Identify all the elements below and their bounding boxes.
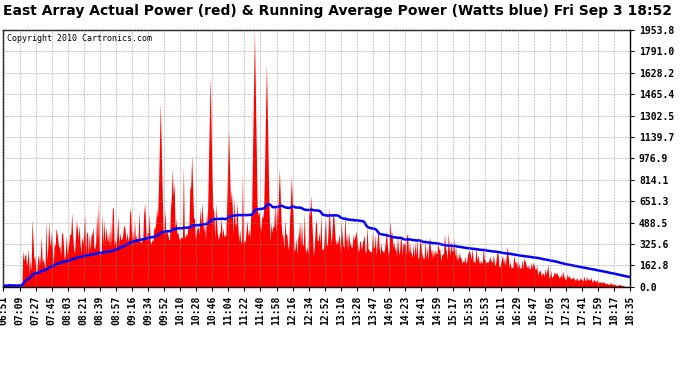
Text: Copyright 2010 Cartronics.com: Copyright 2010 Cartronics.com [7,34,152,43]
Text: East Array Actual Power (red) & Running Average Power (Watts blue) Fri Sep 3 18:: East Array Actual Power (red) & Running … [3,4,673,18]
